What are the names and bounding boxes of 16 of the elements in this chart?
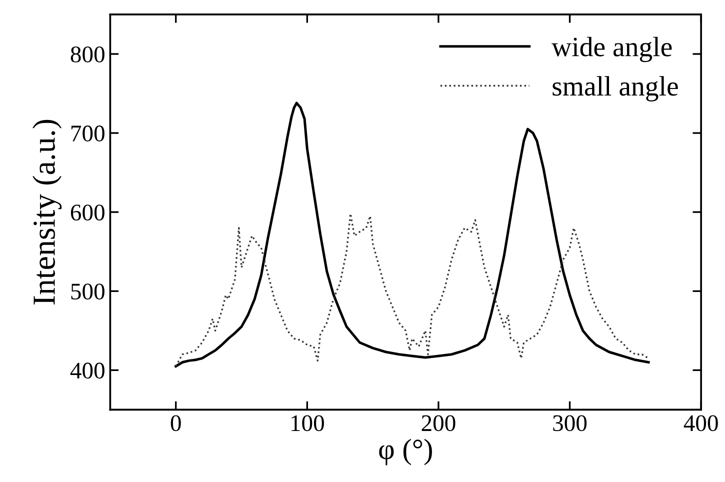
x-axis-title: φ (°) [379, 438, 432, 466]
y-tick-label: 800 [70, 46, 104, 62]
x-tick-label: 300 [553, 415, 587, 432]
x-tick-label: 0 [170, 415, 181, 432]
x-tick-label: 200 [422, 415, 456, 432]
x-tick-label: 400 [684, 415, 718, 432]
y-tick-label: 500 [71, 284, 104, 300]
line-series [174, 102, 650, 368]
legend-label: small angle [552, 76, 678, 102]
legend-label: wide angle [552, 36, 672, 62]
y-tick-label: 700 [71, 126, 104, 142]
line-series [175, 212, 650, 368]
y-tick-label: 600 [70, 204, 104, 221]
y-tick-label: 400 [70, 362, 104, 379]
x-tick-label: 100 [292, 415, 324, 432]
y-axis-title: Intensity (a.u.) [32, 120, 62, 305]
